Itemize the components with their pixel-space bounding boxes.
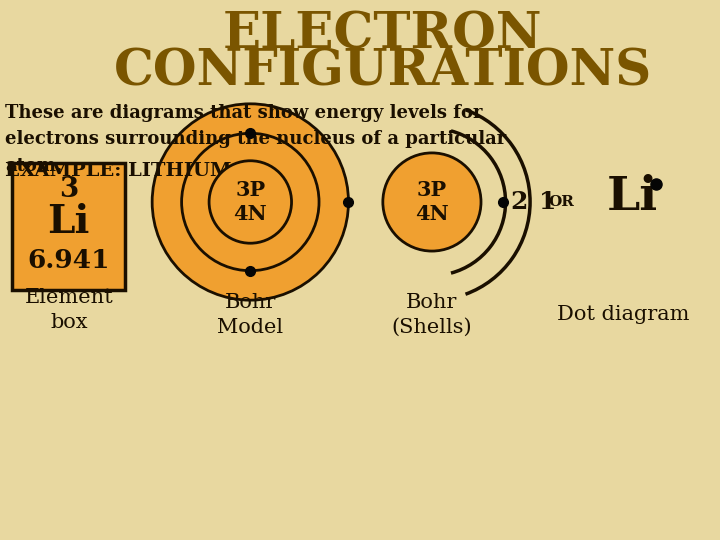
Circle shape <box>383 153 481 251</box>
Text: 3P
4N: 3P 4N <box>233 180 267 225</box>
Text: Li: Li <box>48 202 90 241</box>
Text: Li: Li <box>607 174 658 220</box>
Text: Bohr
(Shells): Bohr (Shells) <box>392 293 472 337</box>
Circle shape <box>209 161 292 243</box>
Circle shape <box>152 104 348 300</box>
Text: These are diagrams that show energy levels for
electrons surrounding the nucleus: These are diagrams that show energy leve… <box>5 104 506 174</box>
Text: CONFIGURATIONS: CONFIGURATIONS <box>114 48 652 97</box>
Text: 6.941: 6.941 <box>27 248 110 273</box>
Text: OR: OR <box>549 195 575 209</box>
Text: Element
box: Element box <box>24 288 113 332</box>
Circle shape <box>181 133 319 271</box>
Text: EXAMPLE: LITHIUM: EXAMPLE: LITHIUM <box>5 161 231 180</box>
Text: 1: 1 <box>539 190 557 214</box>
Text: ELECTRON: ELECTRON <box>223 11 543 59</box>
Text: Dot diagram: Dot diagram <box>557 306 690 325</box>
Text: 2: 2 <box>510 190 528 214</box>
Text: 3: 3 <box>59 176 78 202</box>
Text: 3P
4N: 3P 4N <box>415 180 449 225</box>
Text: Bohr
Model: Bohr Model <box>217 293 284 337</box>
FancyBboxPatch shape <box>12 163 125 291</box>
